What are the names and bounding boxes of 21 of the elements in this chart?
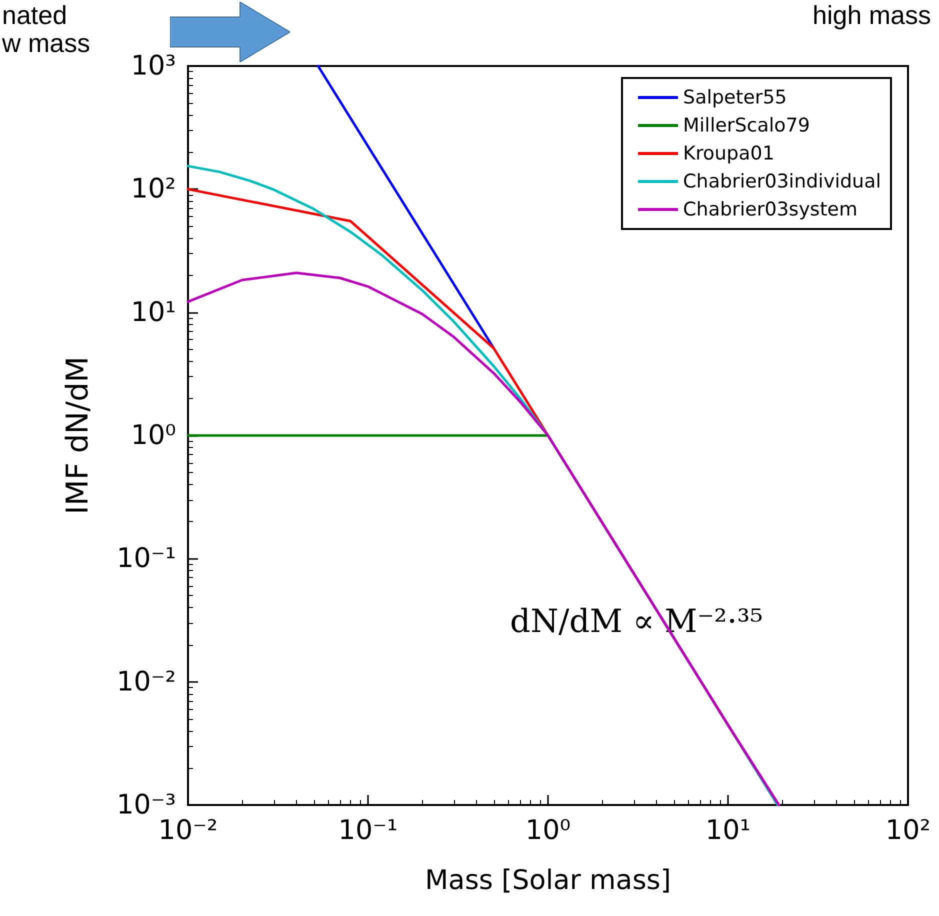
y-tick-label: 10² xyxy=(130,174,176,205)
y-tick-label: 10¹ xyxy=(130,296,176,328)
y-tick-label: 10⁻² xyxy=(116,666,176,698)
text: w mass xyxy=(1,28,90,58)
y-tick-label: 10³ xyxy=(130,50,176,82)
legend-label: Chabrier03system xyxy=(683,198,858,220)
x-axis-title: Mass [Solar mass] xyxy=(425,865,671,896)
x-tick-label: 10¹ xyxy=(705,815,751,846)
y-axis-title: IMF dN/dM xyxy=(60,356,96,515)
y-tick-label: 10⁰ xyxy=(130,420,176,451)
text: high mass xyxy=(812,0,931,30)
annotation: dN/dM ∝ M⁻²·³⁵ xyxy=(510,602,763,640)
x-tick-label: 10² xyxy=(885,815,931,846)
x-tick-label: 10⁻¹ xyxy=(338,815,398,846)
legend-label: Chabrier03individual xyxy=(683,170,882,192)
text: nated xyxy=(2,0,68,30)
x-tick-label: 10⁰ xyxy=(525,815,571,846)
legend-label: Kroupa01 xyxy=(683,142,774,164)
y-tick-label: 10⁻¹ xyxy=(116,543,176,574)
legend-label: Salpeter55 xyxy=(683,86,787,108)
legend-label: MillerScalo79 xyxy=(683,114,810,136)
